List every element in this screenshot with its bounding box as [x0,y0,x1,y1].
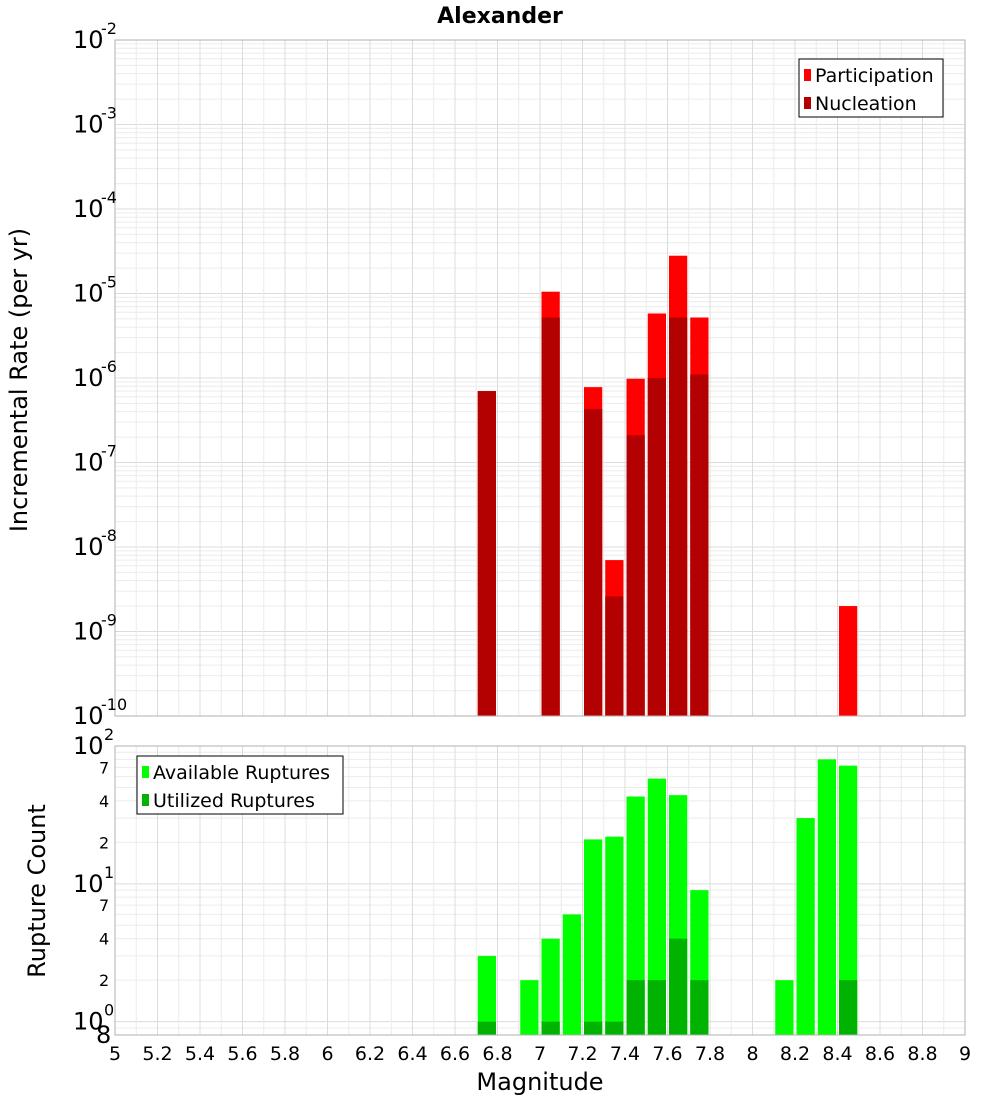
bottom-y-tick-label: 2 [99,971,109,990]
x-tick-label: 7.8 [695,1043,725,1065]
x-tick-label: 6.4 [397,1043,427,1065]
bottom-bar-utilized-ruptures [584,1021,603,1035]
bottom-y-tick-label: 10 [73,732,104,760]
bottom-bar-available-ruptures [520,980,539,1035]
top-legend-label: Nucleation [815,93,917,115]
x-tick-label: 8 [746,1043,758,1065]
top-bar-nucleation [477,391,496,716]
top-y-tick-label: 10 [73,449,104,477]
bottom-y-tick-exponent: 0 [104,1001,114,1020]
top-legend-swatch [804,97,811,109]
bottom-legend-label: Available Ruptures [153,762,330,784]
x-tick-label: 7.6 [652,1043,682,1065]
bottom-bar-available-ruptures [562,914,581,1035]
bottom-bar-utilized-ruptures [541,1021,560,1035]
x-tick-label: 5 [109,1043,121,1065]
x-tick-label: 6.8 [482,1043,512,1065]
bottom-bar-utilized-ruptures [669,938,688,1035]
top-y-tick-label: 10 [73,702,104,730]
x-tick-label: 5.6 [227,1043,257,1065]
bottom-y-tick-label: 7 [99,758,109,777]
top-y-tick-label: 10 [73,195,104,223]
x-tick-label: 8.8 [907,1043,937,1065]
top-y-tick-exponent: -8 [101,526,117,545]
x-tick-label: 8.4 [822,1043,852,1065]
top-legend [798,58,944,118]
bottom-bar-utilized-ruptures [605,1021,624,1035]
bottom-legend-label: Utilized Ruptures [153,790,315,812]
x-tick-label: 5.2 [142,1043,172,1065]
top-bar-nucleation [647,378,666,716]
bottom-bar-utilized-ruptures [839,980,858,1035]
top-y-tick-label: 10 [73,111,104,139]
bottom-legend-swatch [142,794,149,806]
top-y-tick-exponent: -10 [101,695,127,714]
x-tick-label: 6.2 [355,1043,385,1065]
bottom-y-tick-label: 4 [99,930,109,949]
bottom-bar-available-ruptures [626,796,645,1035]
bottom-bar-available-ruptures [796,818,815,1035]
bottom-bar-utilized-ruptures [647,980,666,1035]
chart-title: Alexander [437,4,563,29]
bottom-bar-available-ruptures [775,980,794,1035]
top-y-tick-exponent: -3 [101,104,117,123]
top-y-tick-exponent: -2 [101,19,117,38]
bottom-bar-available-ruptures [477,955,496,1035]
bottom-legend-swatch [142,766,149,778]
top-bar-nucleation [669,317,688,716]
bottom-bar-available-ruptures [541,938,560,1035]
top-bar-nucleation [690,374,709,716]
top-y-tick-exponent: -6 [101,357,117,376]
x-tick-label: 6 [321,1043,333,1065]
bottom-y-tick-label: 10 [73,870,104,898]
bottom-y-tick-exponent: 2 [104,725,114,744]
top-y-tick-label: 10 [73,533,104,561]
bottom-bar-utilized-ruptures [690,980,709,1035]
top-bar-participation [839,606,858,716]
top-y-tick-exponent: -5 [101,273,117,292]
top-y-tick-label: 10 [73,618,104,646]
top-y-tick-exponent: -9 [101,611,117,630]
bottom-y-tick-exponent: 1 [104,863,114,882]
x-tick-label: 8.6 [865,1043,895,1065]
top-y-tick-label: 10 [73,26,104,54]
bottom-y-tick-label: 7 [99,896,109,915]
bottom-y-tick-label: 10 [73,1008,104,1036]
bottom-legend [136,755,344,815]
bottom-bar-available-ruptures [817,759,836,1035]
top-y-tick-exponent: -7 [101,442,117,461]
top-y-tick-label: 10 [73,280,104,308]
top-plot-frame [114,39,966,717]
x-tick-label: 7.4 [610,1043,640,1065]
bottom-y-tick-label: 4 [99,792,109,811]
bottom-plot-frame [114,745,966,1036]
x-axis-label: Magnitude [476,1068,603,1096]
top-y-axis-label: Incremental Rate (per yr) [5,228,33,532]
top-bar-nucleation [605,596,624,716]
x-tick-label: 5.8 [270,1043,300,1065]
bottom-y-axis-label: Rupture Count [23,804,51,978]
top-y-tick-exponent: -4 [101,188,117,207]
x-tick-label: 8.2 [780,1043,810,1065]
bottom-y-tick-label: 2 [99,833,109,852]
top-bar-nucleation [541,317,560,716]
x-tick-label: 7 [534,1043,546,1065]
top-legend-label: Participation [815,65,934,87]
bottom-bar-available-ruptures [647,778,666,1035]
x-tick-label: 7.2 [567,1043,597,1065]
bottom-bar-available-ruptures [605,836,624,1035]
bottom-y-tick-label: 8 [96,1021,111,1049]
bottom-bar-utilized-ruptures [626,980,645,1035]
x-tick-label: 6.6 [440,1043,470,1065]
top-legend-swatch [804,69,811,81]
top-bar-nucleation [584,408,603,716]
x-tick-label: 5.4 [185,1043,215,1065]
top-y-tick-label: 10 [73,364,104,392]
bottom-bar-utilized-ruptures [477,1021,496,1035]
bottom-bar-available-ruptures [839,765,858,1035]
bottom-bar-available-ruptures [584,839,603,1035]
x-tick-label: 9 [959,1043,971,1065]
top-bar-nucleation [626,435,645,716]
